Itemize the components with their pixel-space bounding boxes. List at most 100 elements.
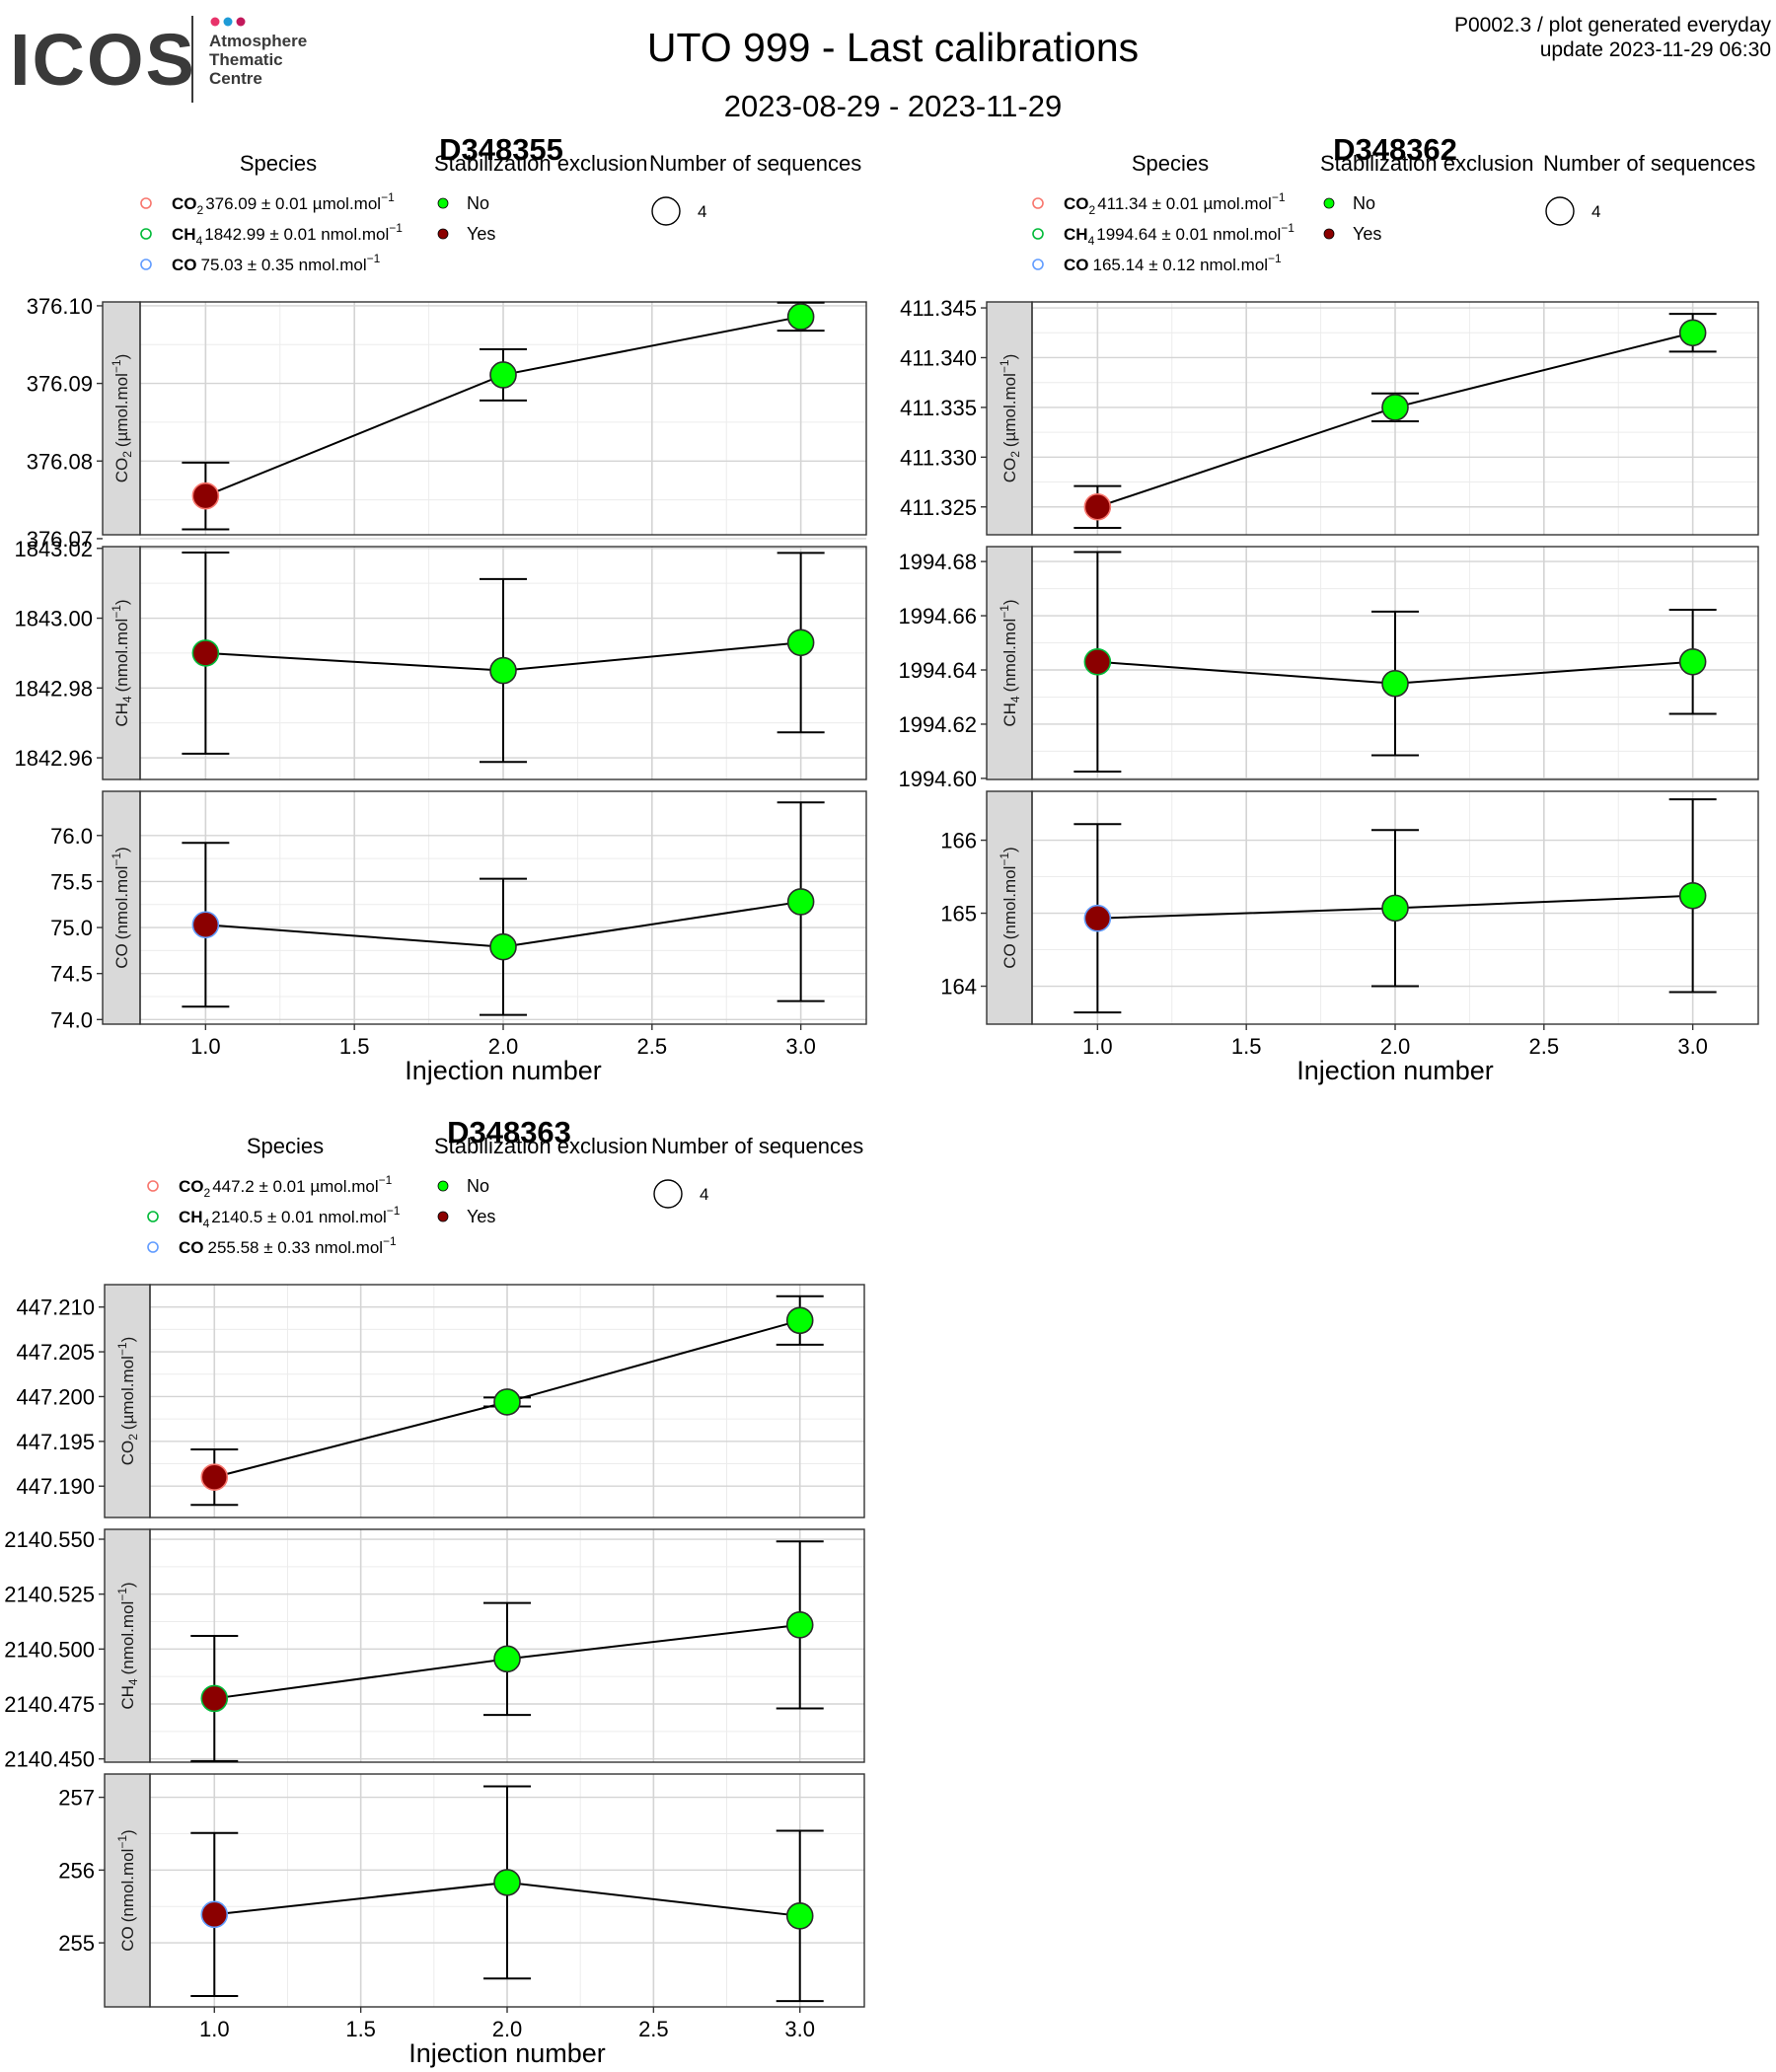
species-value: 411.34 ± 0.01 µmol.mol <box>1097 194 1272 213</box>
data-point-excluded <box>1083 904 1112 932</box>
species-name: CO <box>1064 194 1089 213</box>
legend-species-marker <box>147 1241 159 1253</box>
x-axis-label: Injection number <box>1296 1056 1494 1085</box>
legend-stab-marker <box>437 1211 449 1222</box>
y-tick-label: 2140.475 <box>4 1692 95 1717</box>
data-point <box>493 1869 521 1896</box>
species-unit-exponent: −1 <box>1268 252 1282 265</box>
legend-species-marker <box>147 1180 159 1192</box>
y-tick-label: 1994.64 <box>898 658 977 683</box>
x-tick-label: 2.5 <box>1529 1034 1560 1059</box>
data-point-excluded <box>200 1900 229 1929</box>
legend-species-label: CO2 376.09 ± 0.01 µmol.mol−1 <box>172 190 395 217</box>
facet-unit: (nmol.mol <box>1000 619 1019 693</box>
legend-sequences-label: 4 <box>698 202 706 221</box>
y-tick-label: 1994.62 <box>898 712 977 737</box>
legend-species-marker <box>1032 228 1044 240</box>
logo-text: ICOS <box>10 19 196 101</box>
y-tick-label: 447.190 <box>16 1474 95 1499</box>
x-tick-label: 1.5 <box>345 2017 376 2041</box>
y-tick-label: 411.325 <box>900 495 977 520</box>
facet-species: CO <box>118 1926 137 1952</box>
data-point <box>1678 319 1707 347</box>
meta-line-2: update 2023-11-29 06:30 <box>1540 38 1771 61</box>
legend-species-item: CO 165.14 ± 0.12 nmol.mol−1 <box>1032 252 1282 274</box>
data-point-excluded <box>191 639 220 667</box>
facet-species: CO <box>112 943 131 969</box>
data-point <box>785 1902 814 1930</box>
species-subscript: 2 <box>197 203 204 217</box>
species-value: 376.09 ± 0.01 µmol.mol <box>205 194 381 213</box>
x-tick-label: 2.5 <box>638 2017 669 2041</box>
chart-title: D348362 <box>1333 132 1457 167</box>
panel-co: 164 165 166 CO (nmol.mol−1) 1.0 1.5 2.0 2.5 3.0 In… <box>940 790 1759 1085</box>
logo-sub-3: Centre <box>209 69 262 88</box>
species-subscript: 4 <box>196 234 203 248</box>
legend-title-sequences: Number of sequences <box>1543 151 1755 176</box>
facet-species: CO <box>112 458 131 483</box>
legend-title-stabilization: Stabilization exclusion <box>1320 151 1533 176</box>
legend-species-label: CH4 1994.64 ± 0.01 nmol.mol−1 <box>1064 221 1295 248</box>
legend-title-species: Species <box>240 151 317 176</box>
legend-species-marker <box>140 259 152 270</box>
chart-D348355: D348355 Species Stabilization exclusion Num… <box>14 132 867 1085</box>
facet-unit: (nmol.mol <box>118 1849 137 1923</box>
data-point-excluded <box>1083 647 1112 676</box>
legend-sequences-label: 4 <box>700 1185 708 1204</box>
panel-border <box>149 1528 865 1763</box>
data-point-excluded <box>191 911 220 939</box>
y-tick-label: 411.335 <box>900 396 977 420</box>
y-tick-label: 2140.525 <box>4 1583 95 1607</box>
legend-species-label: CO 255.58 ± 0.33 nmol.mol−1 <box>179 1234 397 1257</box>
x-tick-label: 3.0 <box>784 2017 815 2041</box>
facet-label: CH4 (nmol.mol−1) <box>998 599 1022 726</box>
legend-species-marker <box>1032 197 1044 209</box>
facet-subscript: 4 <box>126 1678 140 1685</box>
y-tick-label: 1994.68 <box>898 550 977 574</box>
data-point-excluded <box>191 481 220 510</box>
panel-border <box>1031 546 1759 780</box>
x-tick-label: 1.5 <box>1231 1034 1262 1059</box>
y-tick-label: 376.08 <box>27 449 93 474</box>
y-tick-label: 1843.02 <box>14 537 93 561</box>
species-value: 447.2 ± 0.01 µmol.mol <box>212 1177 378 1196</box>
y-tick-label: 164 <box>940 975 977 999</box>
panel-co: 74.0 74.5 75.0 75.5 76.0 CO (nmol.mol−1) 1.0 1.5… <box>50 790 867 1085</box>
species-name: CH <box>172 225 196 244</box>
y-tick-label: 165 <box>940 902 977 926</box>
chart-title: D348355 <box>439 132 563 167</box>
species-unit-exponent: −1 <box>379 1173 393 1187</box>
logo-dot-magenta <box>236 17 246 27</box>
charts: D348355 Species Stabilization exclusion Num… <box>4 132 1759 2068</box>
panel-co: 255 256 257 CO (nmol.mol−1) 1.0 1.5 2.0 2.5 3.0 In… <box>58 1773 865 2068</box>
facet-unit: (µmol.mol <box>112 373 131 447</box>
legend-species-label: CO2 411.34 ± 0.01 µmol.mol−1 <box>1064 190 1286 217</box>
facet-label: CO (nmol.mol−1) <box>110 847 131 968</box>
x-tick-label: 2.5 <box>637 1034 668 1059</box>
facet-strip <box>102 546 141 780</box>
legend-sequences-marker <box>653 1179 683 1209</box>
facet-strip <box>102 301 141 536</box>
facet-strip <box>104 1773 151 2008</box>
legend-stab-label: Yes <box>1353 224 1381 244</box>
facet-subscript: 4 <box>120 696 134 703</box>
legend-species-label: CO 75.03 ± 0.35 nmol.mol−1 <box>172 252 381 274</box>
panel-ch4: 2140.450 2140.475 2140.500 2140.525 2140.550… <box>4 1527 865 1772</box>
y-tick-label: 2140.550 <box>4 1527 95 1552</box>
legend-title-sequences: Number of sequences <box>651 1134 863 1158</box>
y-tick-label: 447.195 <box>16 1430 95 1454</box>
meta-line-1: P0002.3 / plot generated everyday <box>1454 14 1772 37</box>
x-tick-label: 2.0 <box>488 1034 519 1059</box>
facet-unit-exponent: −1 <box>110 605 123 619</box>
logo-sub-1: Atmosphere <box>209 32 307 50</box>
legend-title-sequences: Number of sequences <box>649 151 861 176</box>
data-point <box>493 1388 521 1416</box>
facet-close: ) <box>1000 847 1019 852</box>
species-unit-exponent: −1 <box>1281 221 1295 235</box>
facet-species: CH <box>1000 703 1019 727</box>
facet-unit: (nmol.mol <box>1000 866 1019 940</box>
legend-species-item: CH4 1994.64 ± 0.01 nmol.mol−1 <box>1032 221 1295 248</box>
legend-species-item: CO2 447.2 ± 0.01 µmol.mol−1 <box>147 1173 393 1200</box>
data-point <box>785 1611 814 1639</box>
